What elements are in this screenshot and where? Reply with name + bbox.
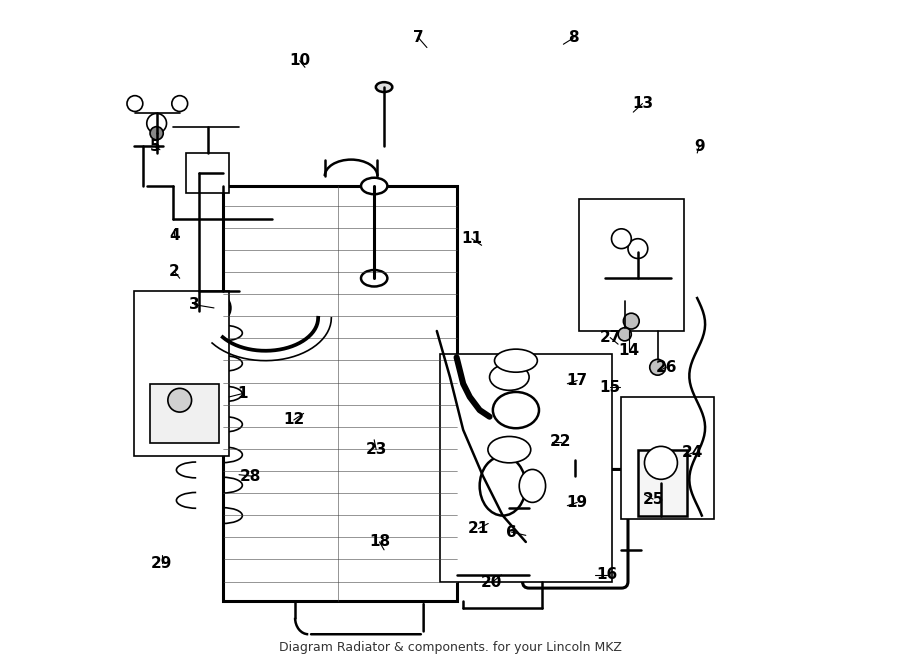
Text: 10: 10 [289,53,310,68]
Circle shape [554,436,587,469]
Bar [150,384,220,443]
Circle shape [150,126,163,140]
Text: 19: 19 [567,495,588,510]
Circle shape [127,95,143,111]
Bar [621,397,714,519]
Text: 13: 13 [632,96,653,111]
Bar [638,449,688,516]
Text: 4: 4 [169,228,180,243]
Ellipse shape [361,177,387,194]
Text: Diagram Radiator & components. for your Lincoln MKZ: Diagram Radiator & components. for your … [279,641,621,654]
Text: 22: 22 [550,434,572,449]
Text: 14: 14 [618,344,640,358]
Ellipse shape [493,392,539,428]
Text: 11: 11 [462,231,482,246]
Bar [222,186,456,601]
Ellipse shape [488,436,531,463]
Ellipse shape [494,349,537,372]
Ellipse shape [490,364,529,391]
Ellipse shape [519,469,545,502]
Circle shape [624,313,639,329]
Circle shape [168,389,192,412]
Text: 2: 2 [169,264,180,279]
Text: 3: 3 [189,297,200,312]
Text: 16: 16 [597,567,617,583]
Bar [440,354,611,581]
Ellipse shape [361,270,387,287]
Circle shape [650,359,666,375]
Ellipse shape [480,456,526,516]
Circle shape [202,293,230,322]
Ellipse shape [546,502,586,555]
Text: 25: 25 [643,492,663,506]
Text: 23: 23 [365,442,387,457]
Text: 18: 18 [369,534,390,549]
Text: 1: 1 [237,386,248,401]
Circle shape [147,113,166,133]
Circle shape [618,328,631,341]
Circle shape [208,300,224,316]
Text: 8: 8 [569,30,580,45]
Circle shape [628,239,648,258]
FancyBboxPatch shape [523,469,628,588]
Text: 9: 9 [694,139,705,154]
Circle shape [172,95,187,111]
Bar [133,291,230,456]
Text: 27: 27 [599,330,621,345]
Text: 28: 28 [240,469,262,483]
Bar [186,153,230,193]
Text: 24: 24 [682,446,703,461]
Text: 17: 17 [567,373,588,388]
Ellipse shape [580,528,607,561]
Text: 20: 20 [481,575,502,591]
Text: 26: 26 [655,359,677,375]
Text: 15: 15 [599,379,620,395]
Text: 29: 29 [151,555,173,571]
Ellipse shape [376,82,392,92]
Circle shape [611,229,631,249]
Text: 7: 7 [413,30,424,45]
Text: 5: 5 [149,139,160,154]
Bar [579,199,684,331]
Circle shape [644,446,678,479]
Text: 12: 12 [284,412,304,428]
Text: 21: 21 [468,521,489,536]
Text: 6: 6 [506,524,517,540]
